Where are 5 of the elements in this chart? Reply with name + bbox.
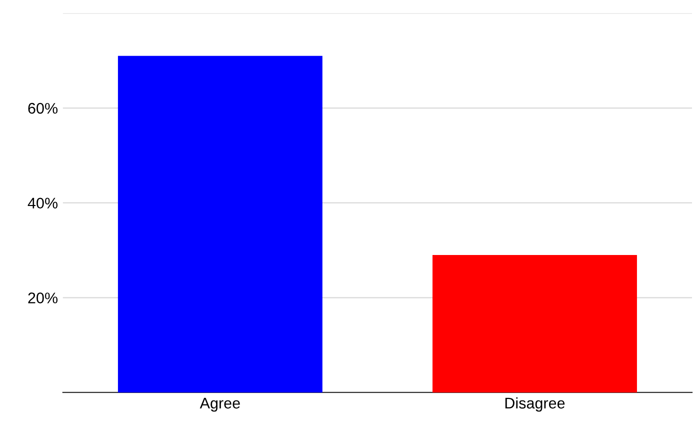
y-tick-label: 40%: [28, 198, 58, 209]
y-tick-label: 20%: [28, 292, 58, 304]
y-tick-label: 60%: [28, 102, 58, 114]
x-tick-label: Agree: [200, 398, 240, 412]
x-tick-label: Disagree: [505, 397, 565, 412]
